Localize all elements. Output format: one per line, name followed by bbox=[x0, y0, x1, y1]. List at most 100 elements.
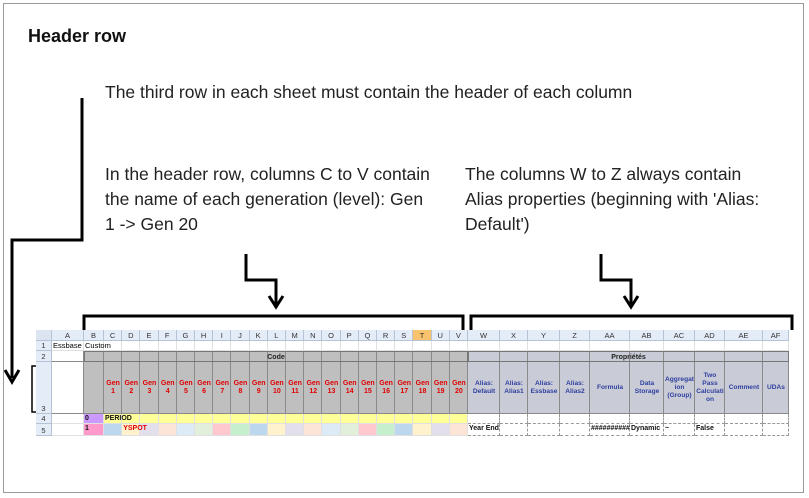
cell bbox=[500, 362, 528, 414]
cell bbox=[431, 424, 450, 436]
cell bbox=[695, 362, 725, 414]
header-cell: Gen 13 bbox=[324, 380, 339, 395]
cell bbox=[449, 362, 468, 414]
cell bbox=[267, 362, 286, 414]
cell bbox=[560, 424, 590, 436]
header-cell: Gen 5 bbox=[179, 380, 193, 395]
cell bbox=[286, 424, 305, 436]
cell-text: ########## bbox=[591, 425, 630, 432]
cell bbox=[84, 424, 104, 436]
cell bbox=[140, 414, 159, 424]
cell bbox=[395, 362, 414, 414]
cell bbox=[449, 424, 468, 436]
header-cell: Gen 6 bbox=[197, 380, 211, 395]
cell bbox=[630, 414, 664, 424]
cell bbox=[528, 362, 560, 414]
cell bbox=[395, 341, 414, 351]
cell bbox=[52, 424, 84, 436]
cell bbox=[630, 424, 664, 436]
cell bbox=[158, 362, 177, 414]
cell bbox=[267, 341, 286, 351]
cell bbox=[377, 414, 396, 424]
column-header: AB bbox=[630, 330, 664, 341]
header-cell: Data Storage bbox=[634, 380, 660, 395]
cell bbox=[249, 414, 268, 424]
cell bbox=[664, 362, 695, 414]
cell bbox=[449, 341, 468, 351]
row-header: 2 bbox=[36, 351, 52, 362]
cell bbox=[195, 424, 214, 436]
cell bbox=[52, 351, 84, 362]
cell bbox=[122, 362, 141, 414]
cell bbox=[358, 341, 377, 351]
cell-text: PERIOD bbox=[105, 415, 132, 422]
cell bbox=[158, 341, 177, 351]
cell bbox=[725, 341, 763, 351]
cell bbox=[304, 341, 323, 351]
note: The third row in each sheet must contain… bbox=[105, 82, 633, 102]
cell bbox=[231, 414, 250, 424]
cell bbox=[140, 362, 159, 414]
header-cell: Gen 7 bbox=[215, 380, 230, 395]
cell bbox=[431, 362, 450, 414]
cell bbox=[140, 424, 159, 436]
cell bbox=[590, 362, 630, 414]
cell bbox=[122, 414, 141, 424]
row-header: 4 bbox=[36, 414, 52, 424]
column-header: B bbox=[84, 330, 104, 341]
cell bbox=[322, 341, 341, 351]
cell bbox=[286, 414, 305, 424]
row-header: 1 bbox=[36, 341, 52, 351]
cell bbox=[104, 341, 123, 351]
cell bbox=[413, 424, 432, 436]
cell bbox=[176, 414, 195, 424]
header-cell: Gen 19 bbox=[433, 380, 448, 395]
header-cell: Gen 16 bbox=[379, 380, 393, 395]
title: Header row bbox=[28, 26, 127, 46]
arrow-line bbox=[10, 98, 84, 378]
cell bbox=[104, 414, 123, 424]
header-cell: Alias: Alias2 bbox=[565, 380, 585, 395]
cell bbox=[176, 424, 195, 436]
column-header: S bbox=[395, 330, 414, 341]
cell bbox=[213, 341, 232, 351]
column-header: AD bbox=[695, 330, 725, 341]
header-cell: Alias: Alias1 bbox=[504, 380, 524, 395]
header-cell: Gen 18 bbox=[415, 380, 430, 395]
cell bbox=[52, 341, 84, 351]
cell-text: YSPOT bbox=[123, 425, 147, 432]
cell bbox=[664, 424, 695, 436]
cell bbox=[340, 341, 359, 351]
column-header: Q bbox=[358, 330, 377, 341]
cell bbox=[377, 424, 396, 436]
cell bbox=[195, 362, 214, 414]
cell bbox=[249, 362, 268, 414]
header-cell: Gen 1 bbox=[106, 380, 120, 395]
column-header: AF bbox=[763, 330, 789, 341]
cell bbox=[52, 362, 84, 414]
header-cell: Gen 2 bbox=[124, 380, 139, 395]
cell-text: Custom bbox=[85, 341, 111, 350]
header-cell: Gen 12 bbox=[306, 380, 321, 395]
note: In the header row, columns C to V contai… bbox=[105, 164, 430, 234]
column-header: F bbox=[158, 330, 177, 341]
cell bbox=[176, 341, 195, 351]
cell-text: Essbase bbox=[53, 341, 82, 350]
cell bbox=[231, 362, 250, 414]
column-header: C bbox=[104, 330, 123, 341]
column-header: W bbox=[468, 330, 500, 341]
header-cell: Gen 10 bbox=[270, 380, 284, 395]
header-cell: Alias: Default bbox=[472, 380, 496, 395]
cell bbox=[340, 414, 359, 424]
header-cell: Two Pass Calculation bbox=[696, 372, 724, 403]
cell bbox=[528, 341, 560, 351]
header-cell: Gen 3 bbox=[142, 380, 157, 395]
header-cell: Gen 11 bbox=[288, 380, 302, 395]
cell bbox=[763, 414, 789, 424]
cell bbox=[590, 414, 630, 424]
bracket bbox=[469, 314, 794, 330]
cell bbox=[195, 341, 214, 351]
cell bbox=[468, 362, 500, 414]
